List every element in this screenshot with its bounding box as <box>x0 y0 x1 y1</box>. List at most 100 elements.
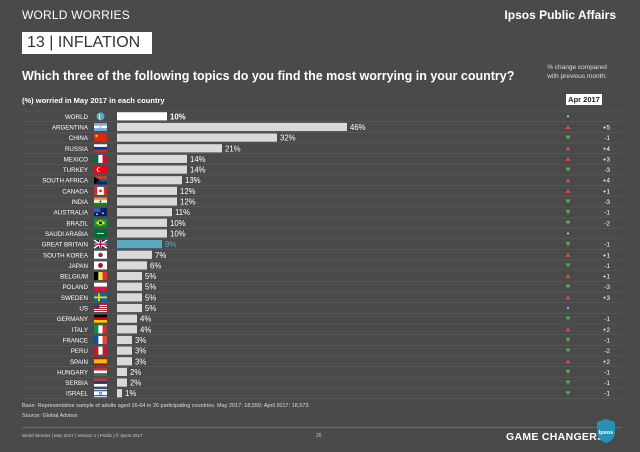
bar <box>117 154 187 164</box>
series-title: WORLD WORRIES <box>22 8 130 22</box>
india-flag-icon <box>94 197 107 206</box>
no-change-dot-icon <box>567 232 569 235</box>
value-label: 3% <box>135 347 146 356</box>
bar <box>117 133 277 142</box>
value-label: 6% <box>150 261 161 270</box>
category-label: ITALY <box>72 327 88 334</box>
change-value-label: -1 <box>604 391 610 398</box>
globe-icon <box>96 112 105 121</box>
source-note: Source: Global Advisor <box>22 413 78 419</box>
value-label: 5% <box>145 283 156 292</box>
category-label: HUNGARY <box>57 369 88 376</box>
brazil-flag-icon <box>94 218 107 227</box>
us-flag-icon <box>94 304 107 313</box>
value-label: 11% <box>175 208 190 217</box>
change-value-label: -1 <box>604 210 610 217</box>
change-up-arrow-icon <box>565 327 571 332</box>
change-down-arrow-icon <box>565 210 571 215</box>
change-value-label: +2 <box>603 359 611 366</box>
category-label: MEXICO <box>64 156 89 163</box>
bar <box>117 122 347 132</box>
bar <box>117 325 137 334</box>
italy-flag-icon <box>94 325 107 334</box>
change-up-arrow-icon <box>565 188 571 193</box>
category-label: SERBIA <box>65 380 89 387</box>
bar <box>117 112 167 121</box>
change-value-label: +3 <box>603 295 611 302</box>
china-flag-icon <box>94 133 107 142</box>
bar <box>117 176 182 185</box>
south-korea-flag-icon <box>94 250 107 259</box>
value-label: 14% <box>190 155 206 164</box>
france-flag-icon <box>94 335 107 344</box>
change-up-arrow-icon <box>565 252 571 257</box>
change-down-arrow-icon <box>565 242 571 247</box>
value-label: 4% <box>140 325 151 334</box>
change-up-arrow-icon <box>565 274 571 279</box>
turkey-flag-icon <box>94 165 107 174</box>
change-value-label: +4 <box>603 178 611 185</box>
bar <box>117 229 167 238</box>
hungary-flag-icon <box>94 367 107 376</box>
change-down-arrow-icon <box>565 316 571 321</box>
bar <box>117 293 142 302</box>
category-label: SOUTH AFRICA <box>42 178 89 185</box>
brand-name: Ipsos Public Affairs <box>504 8 616 22</box>
value-label: 21% <box>225 144 241 153</box>
bar <box>117 357 132 366</box>
argentina-flag-icon <box>94 122 107 131</box>
change-up-arrow-icon <box>565 124 571 129</box>
australia-flag-icon <box>94 208 107 217</box>
poland-flag-icon <box>94 282 107 291</box>
mexico-flag-icon <box>94 154 107 163</box>
category-label: FRANCE <box>63 337 88 344</box>
change-up-arrow-icon <box>565 295 571 300</box>
change-value-label: -3 <box>604 199 610 206</box>
bar <box>117 378 127 387</box>
bar <box>117 197 177 206</box>
bar <box>117 250 152 259</box>
bar <box>117 186 177 195</box>
change-value-label: +5 <box>603 124 611 131</box>
bar <box>117 303 142 313</box>
category-label: RUSSIA <box>65 146 89 153</box>
change-value-label: -2 <box>604 348 610 355</box>
bar <box>117 346 132 355</box>
category-label: AUSTRALIA <box>54 210 89 217</box>
change-up-arrow-icon <box>565 178 571 183</box>
change-down-arrow-icon <box>565 348 571 353</box>
category-label: CANADA <box>62 188 89 195</box>
change-note: % change compared with previous month: <box>532 63 622 81</box>
japan-flag-icon <box>94 261 107 270</box>
change-down-arrow-icon <box>565 167 571 172</box>
belgium-flag-icon <box>94 272 107 281</box>
value-label: 5% <box>145 293 156 302</box>
change-value-label: +3 <box>603 156 611 163</box>
change-down-arrow-icon <box>565 220 571 225</box>
change-value-label: -1 <box>604 135 610 142</box>
value-label: 10% <box>170 112 186 121</box>
topic-title: 13 | INFLATION <box>22 32 152 54</box>
change-note-line-2: with previous month: <box>547 73 607 80</box>
germany-flag-icon <box>94 314 107 323</box>
value-label: 13% <box>185 176 201 185</box>
value-label: 9% <box>165 240 176 249</box>
value-label: 32% <box>280 134 296 143</box>
value-label: 1% <box>125 389 136 398</box>
change-value-label: +1 <box>603 252 611 259</box>
footer-divider <box>22 427 622 428</box>
bar <box>117 261 147 270</box>
value-label: 2% <box>130 368 141 377</box>
category-label: GERMANY <box>57 316 88 323</box>
category-label: ARGENTINA <box>52 124 89 131</box>
value-label: 7% <box>155 251 166 260</box>
change-up-arrow-icon <box>565 359 571 364</box>
change-down-arrow-icon <box>565 369 571 374</box>
change-value-label: -1 <box>604 380 610 387</box>
change-down-arrow-icon <box>565 199 571 204</box>
category-label: SOUTH KOREA <box>43 252 89 259</box>
category-label: ISRAEL <box>66 391 89 398</box>
change-value-label: -3 <box>604 167 610 174</box>
bar <box>117 218 167 227</box>
peru-flag-icon <box>94 346 107 355</box>
